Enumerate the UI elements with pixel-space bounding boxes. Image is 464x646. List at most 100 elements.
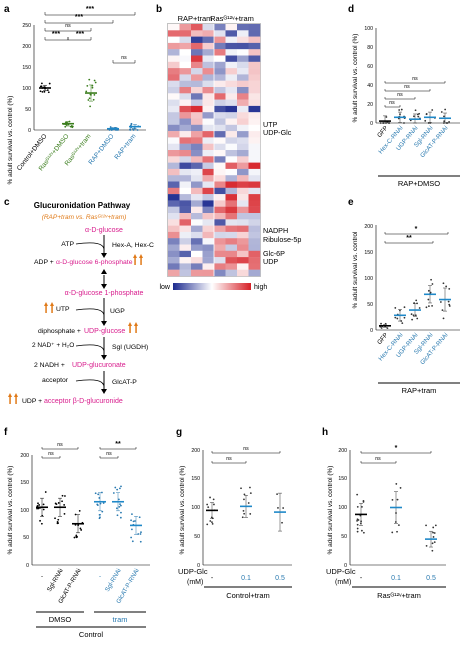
heatmap-cell [248, 257, 261, 264]
panel-a-group-2-point [93, 93, 96, 96]
svg-text:-: - [360, 575, 363, 582]
panel-a-group-1-point [64, 125, 67, 128]
heatmap-cell [168, 105, 180, 113]
panel-g-ylabel: % adult survival vs. control (%) [179, 466, 186, 555]
panel-e-datapoints [379, 278, 451, 330]
heatmap-cell [214, 175, 226, 182]
panel-h-group-0-point [360, 529, 363, 532]
panel-label-h: h [322, 427, 328, 438]
heatmap-cell [202, 30, 215, 37]
panel-g-group-0-point [212, 498, 215, 501]
heatmap-cell [179, 118, 192, 125]
panel-label-e: e [348, 197, 354, 208]
heatmap-cell [202, 24, 215, 31]
heatmap-cell [179, 269, 192, 277]
heatmap-cell [168, 269, 180, 277]
panel-g-xunit: (mM) [187, 579, 203, 586]
heatmap-cell [237, 105, 249, 113]
heatmap-cell [237, 87, 249, 94]
heatmap-cell [202, 206, 215, 214]
heatmap-cell [168, 30, 180, 37]
heatmap-cell [168, 131, 180, 138]
panel-g-group-0-point [206, 523, 209, 526]
panel-d-group-1-point [400, 108, 403, 111]
heatmap-cell [237, 55, 249, 62]
panel-d: d % adult survival vs. control (%) 0 20 … [348, 4, 460, 188]
heatmap-cell [191, 99, 203, 107]
svg-text:150: 150 [22, 65, 31, 71]
heatmap-cell [202, 244, 215, 251]
panel-e-group-2-point [416, 302, 418, 305]
panel-g-group-0-point [209, 520, 212, 522]
panel-e: e % adult survival vs. control 0 50 100 … [348, 197, 460, 395]
panel-f-group-1-point [54, 517, 56, 520]
svg-text:100: 100 [364, 276, 373, 282]
panel-a-group-2-point [88, 97, 91, 100]
panel-label-b: b [156, 4, 162, 15]
heatmap-cell [202, 137, 215, 144]
heatmap-cell [237, 162, 249, 170]
panel-g-group-1-point [242, 509, 245, 512]
svg-text:UTP: UTP [263, 120, 278, 129]
svg-text:50: 50 [23, 535, 29, 541]
panel-h-group-0-point [356, 523, 359, 526]
panel-f-xlabels: - Sgl-RNAi GlcAT-P-RNAi - Sgl-RNAi GlcAT… [41, 568, 141, 605]
heatmap-cell [214, 225, 226, 233]
panel-d-group-0-point [379, 122, 382, 124]
panel-g-group-0-point [207, 506, 210, 509]
panel-e-group-4-point [441, 309, 444, 312]
heatmap-cell [214, 263, 226, 270]
enzyme-ugp: UGP [110, 308, 125, 315]
heatmap-cell [168, 219, 180, 226]
panel-f-group-0-point [42, 503, 45, 506]
svg-text:-: - [99, 573, 101, 580]
panel-h-ylabel: % adult survival vs. control (%) [327, 466, 334, 555]
heatmap-cell [168, 156, 180, 163]
enzyme-glcat: GlcAT-P [112, 379, 137, 386]
panel-a-group-2-point [88, 78, 91, 81]
panel-h-group-2-point [433, 541, 436, 543]
panel-e-group-0-point [380, 322, 382, 325]
heatmap-cell [191, 244, 203, 251]
heatmap-cell [168, 137, 180, 144]
heatmap-cell [179, 24, 192, 31]
heatmap-cell [179, 194, 192, 201]
sig-a-2: *** [75, 14, 83, 21]
heatmap-cell [202, 42, 215, 50]
panel-e-group-2-point [415, 299, 418, 302]
svg-text:150: 150 [364, 250, 373, 256]
panel-f-group-4-point [118, 498, 120, 501]
panel-f-group-5-point [131, 513, 133, 516]
svg-text:200: 200 [338, 448, 347, 454]
heatmap-cell [179, 187, 192, 195]
panel-d-group-4-point [440, 111, 443, 113]
panel-f-group-1-point [55, 503, 58, 505]
heatmap-cell [191, 143, 203, 151]
heatmap-cell [191, 263, 203, 270]
heatmap-cell [179, 244, 192, 251]
svg-text:ns: ns [389, 100, 395, 106]
heatmap-cell [202, 49, 215, 56]
heatmap-cell [225, 263, 238, 270]
panel-d-xlabels: GFP Hex-C-RNAi UGP-RNAi Sgl-RNAi GlcAT-P… [376, 125, 450, 159]
heatmap-cell [237, 143, 249, 151]
heatmap-cell [168, 194, 180, 201]
heatmap-cell [191, 238, 203, 245]
heatmap-cell [168, 74, 180, 81]
heatmap-cell [191, 24, 203, 31]
svg-text:ns: ns [404, 84, 410, 90]
heatmap-cell [248, 238, 261, 245]
pathway-subtitle: (RAP+tram vs. Rasᴳ¹²ᵛ+tram) [42, 214, 127, 221]
heatmap-cell [202, 181, 215, 188]
heatmap-cell [168, 36, 180, 44]
heatmap-cell [248, 250, 261, 258]
heatmap-cell [237, 181, 249, 188]
heatmap-cell [168, 181, 180, 188]
svg-text:ns: ns [412, 76, 418, 82]
heatmap-cell [202, 168, 215, 176]
heatmap-cell [202, 93, 215, 100]
panel-f-brackets: ns ns ** ns [41, 441, 137, 459]
heatmap-cell [214, 118, 226, 125]
panel-h-group-2-point [432, 536, 435, 538]
heatmap-cell [191, 105, 203, 113]
